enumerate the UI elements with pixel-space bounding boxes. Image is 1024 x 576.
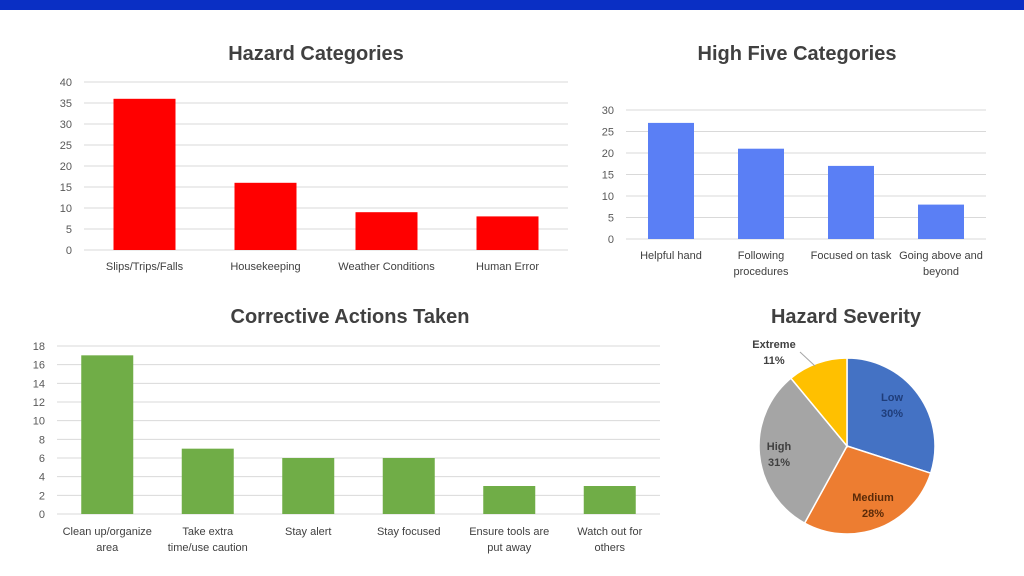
bar (81, 355, 134, 514)
y-tick-label: 5 (608, 213, 614, 225)
x-category-label: Stay focused (377, 526, 441, 538)
x-category-label: Going above and beyond (899, 250, 983, 278)
y-tick-label: 0 (608, 234, 614, 246)
y-tick-label: 14 (33, 378, 45, 390)
pie-slice-medium (803, 445, 932, 535)
severity-pie-chart: Low 30% Medium 28% High 31% Extreme 11% (752, 339, 936, 535)
bar (918, 204, 964, 239)
highfive-bar-chart: 0 5 10 15 20 25 30 Helpful hand Following procedu… (602, 105, 986, 278)
x-category-label: Following procedures (733, 250, 789, 278)
x-category-label: Ensure tools are put away (469, 526, 549, 554)
pie-slice-extreme (789, 357, 848, 449)
pie-label-extreme: Extreme 11% (752, 339, 795, 367)
highfive-chart-title: High Five Categories (698, 43, 897, 65)
pie-slice-high (758, 377, 848, 525)
y-tick-label: 15 (60, 182, 72, 194)
y-tick-label: 18 (33, 341, 45, 353)
x-category-label: Helpful hand (640, 250, 702, 262)
hazard-chart-title: Hazard Categories (228, 43, 404, 65)
severity-chart-title: Hazard Severity (771, 306, 922, 328)
bar (355, 212, 418, 250)
x-category-label: Human Error (476, 261, 539, 273)
y-tick-label: 30 (60, 119, 72, 131)
y-tick-label: 16 (33, 360, 45, 372)
pie-label-high: High 31% (767, 441, 792, 469)
bar (583, 486, 636, 514)
bar (113, 98, 176, 250)
y-tick-label: 15 (602, 170, 614, 182)
bar (738, 148, 784, 239)
y-tick-label: 10 (33, 416, 45, 428)
y-tick-label: 2 (39, 490, 45, 502)
bar (648, 122, 694, 239)
y-tick-label: 20 (602, 148, 614, 160)
pie-leader-line (799, 351, 816, 367)
y-tick-label: 0 (66, 245, 72, 257)
bar (828, 165, 874, 239)
x-category-label: Take extra time/use caution (168, 526, 248, 554)
bar (282, 458, 335, 514)
x-category-label: Slips/Trips/Falls (106, 261, 184, 273)
bar (234, 182, 297, 250)
x-category-label: Weather Conditions (338, 261, 435, 273)
y-tick-label: 30 (602, 105, 614, 117)
y-tick-label: 20 (60, 161, 72, 173)
bar (382, 458, 435, 514)
bar (476, 216, 539, 250)
bar (483, 486, 536, 514)
top-accent-bar (0, 0, 1024, 10)
y-tick-label: 12 (33, 397, 45, 409)
x-category-label: Housekeeping (230, 261, 300, 273)
y-tick-label: 35 (60, 98, 72, 110)
y-tick-label: 4 (39, 472, 45, 484)
y-tick-label: 25 (60, 140, 72, 152)
y-tick-label: 5 (66, 224, 72, 236)
y-tick-label: 0 (39, 509, 45, 521)
y-tick-label: 10 (60, 203, 72, 215)
pie-label-medium: Medium 28% (852, 492, 894, 520)
pie-label-low: Low 30% (881, 392, 903, 420)
y-tick-label: 40 (60, 77, 72, 89)
corrective-bar-chart: 0 2 4 6 8 10 12 14 16 18 Clean up/organize area Take… (33, 341, 660, 554)
corrective-chart-title: Corrective Actions Taken (231, 306, 470, 328)
y-tick-label: 25 (602, 127, 614, 139)
y-tick-label: 6 (39, 453, 45, 465)
pie-slice-low (846, 357, 936, 475)
x-category-label: Focused on task (811, 250, 892, 262)
x-category-label: Stay alert (285, 526, 331, 538)
y-tick-label: 8 (39, 434, 45, 446)
hazard-bar-chart: 0 5 10 15 20 25 30 35 40 Slips/Trips/Falls Houseke… (60, 77, 568, 273)
x-category-label: Clean up/organize area (63, 526, 152, 554)
bar (181, 448, 234, 514)
y-tick-label: 10 (602, 191, 614, 203)
x-category-label: Watch out for others (577, 526, 642, 554)
